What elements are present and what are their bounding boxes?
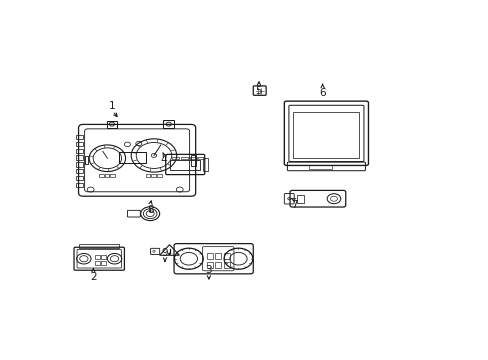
Text: 5: 5 (255, 86, 262, 96)
Bar (99, 174, 103, 176)
Bar (84, 156, 88, 165)
Circle shape (168, 253, 170, 255)
Text: 3: 3 (205, 265, 212, 275)
Bar (151, 174, 156, 177)
Bar (101, 261, 105, 265)
Text: 8: 8 (146, 205, 153, 215)
Text: 7: 7 (290, 200, 297, 210)
Bar (181, 157, 187, 159)
Bar (76, 135, 83, 139)
Bar (170, 161, 200, 170)
Text: 6: 6 (319, 87, 325, 98)
Text: 1: 1 (109, 101, 115, 111)
Bar (101, 255, 105, 259)
Bar (76, 169, 83, 174)
Bar (191, 155, 195, 166)
Bar (203, 158, 207, 171)
Bar (76, 156, 83, 159)
Bar (197, 157, 204, 159)
Bar (95, 261, 100, 265)
Bar (76, 162, 83, 167)
Bar (145, 174, 150, 177)
Bar (76, 183, 83, 187)
Bar (296, 195, 303, 203)
Bar (293, 112, 359, 158)
Bar (223, 262, 229, 268)
Bar (171, 157, 178, 159)
Text: 2: 2 (90, 272, 97, 282)
Bar (119, 152, 146, 163)
Bar (76, 149, 83, 153)
Bar (76, 176, 83, 180)
Bar (223, 253, 229, 260)
Text: 9: 9 (162, 248, 168, 258)
Text: 4: 4 (161, 156, 167, 166)
Bar (215, 262, 221, 268)
Bar (215, 253, 221, 260)
Bar (189, 157, 196, 159)
Bar (206, 262, 213, 268)
Bar (95, 255, 100, 259)
Bar (309, 165, 331, 169)
Bar (206, 253, 213, 260)
Bar (157, 174, 161, 177)
Bar (110, 174, 115, 176)
Bar (163, 120, 174, 128)
Bar (104, 174, 109, 176)
Bar (76, 141, 83, 146)
Bar (106, 121, 117, 128)
Bar (79, 244, 119, 248)
